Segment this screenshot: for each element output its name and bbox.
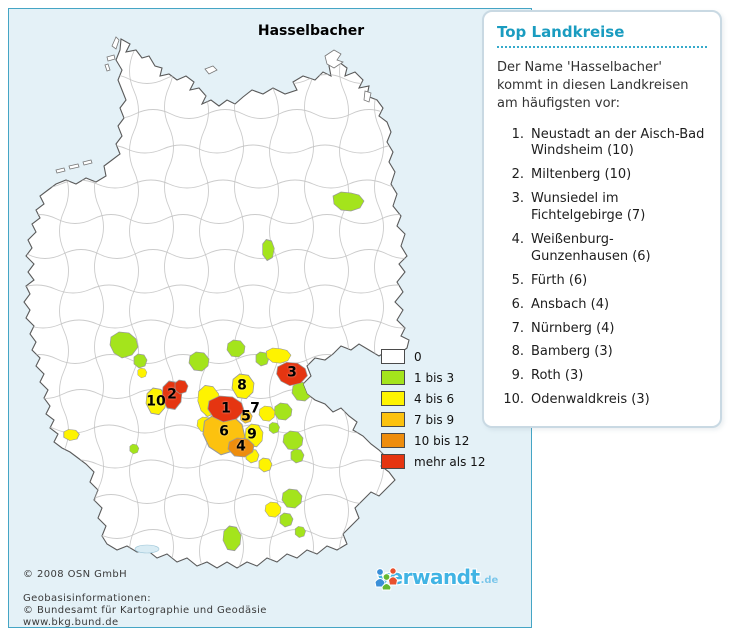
lake-constance xyxy=(134,544,160,554)
map-rank-marker: 10 xyxy=(146,393,166,410)
legend-row: 1 bis 3 xyxy=(381,367,485,388)
legend-label: 1 bis 3 xyxy=(414,370,455,385)
map-rank-marker: 2 xyxy=(167,386,177,403)
top-landkreise-panel: Top Landkreise Der Name 'Hasselbacher' k… xyxy=(482,10,722,429)
top-list-rank: 2. xyxy=(511,167,524,183)
top-list-rank: 6. xyxy=(511,296,524,312)
map-rank-marker: 6 xyxy=(219,423,229,440)
top-list-item: 5. Fürth (6) xyxy=(497,273,707,290)
legend-row: 0 xyxy=(381,346,485,367)
legend-label: 7 bis 9 xyxy=(414,412,455,427)
legend-label: mehr als 12 xyxy=(414,454,486,469)
map-rank-marker: 1 xyxy=(221,400,231,417)
copyright-text: © 2008 OSN GmbH xyxy=(23,569,128,580)
top-list-rank: 4. xyxy=(511,232,524,248)
top-list-text: Weißenburg-Gunzenhausen (6) xyxy=(531,232,651,264)
top-list-rank: 1. xyxy=(511,126,524,142)
map-rank-marker: 5 xyxy=(241,408,251,425)
top-list: 1. Neustadt an der Aisch-Bad Windsheim (1… xyxy=(497,127,707,410)
legend-row: 4 bis 6 xyxy=(381,388,485,409)
legend: 0 1 bis 3 4 bis 6 7 bis 9 10 bis 12 mehr als … xyxy=(381,346,485,472)
top-list-text: Miltenberg (10) xyxy=(531,167,632,183)
top-list-rank: 3. xyxy=(511,191,524,207)
top-list-text: Odenwaldkreis (3) xyxy=(531,392,650,408)
legend-swatch xyxy=(381,433,405,448)
top-list-item: 9. Roth (3) xyxy=(497,368,707,385)
legend-row: 7 bis 9 xyxy=(381,409,485,430)
map-rank-marker: 3 xyxy=(287,364,297,381)
panel-title: Top Landkreise xyxy=(497,23,625,41)
panel-intro: Der Name 'Hasselbacher' kommt in diesen … xyxy=(497,60,689,112)
map-rank-marker: 8 xyxy=(237,377,247,394)
geo-info-line: Geobasisinformationen: xyxy=(23,593,152,604)
top-list-item: 1. Neustadt an der Aisch-Bad Windsheim (1… xyxy=(497,127,707,161)
legend-label: 0 xyxy=(414,349,422,364)
top-list-rank: 8. xyxy=(511,344,524,360)
top-list-item: 7. Nürnberg (4) xyxy=(497,321,707,338)
legend-row: mehr als 12 xyxy=(381,451,485,472)
legend-swatch xyxy=(381,391,405,406)
legend-swatch xyxy=(381,370,405,385)
germany-outline xyxy=(23,38,410,569)
map-rank-marker: 4 xyxy=(236,438,246,455)
geo-info-line: www.bkg.bund.de xyxy=(23,617,119,628)
logo-tld: .de xyxy=(480,575,499,586)
top-list-text: Ansbach (4) xyxy=(531,296,610,312)
top-list-text: Nürnberg (4) xyxy=(531,320,615,336)
top-list-rank: 10. xyxy=(503,392,524,408)
legend-row: 10 bis 12 xyxy=(381,430,485,451)
top-list-item: 4. Weißenburg-Gunzenhausen (6) xyxy=(497,232,707,266)
top-list-item: 2. Miltenberg (10) xyxy=(497,167,707,184)
top-list-item: 10. Odenwaldkreis (3) xyxy=(497,392,707,409)
map-rank-marker: 7 xyxy=(250,400,260,417)
panel-divider xyxy=(497,46,707,48)
verwandt-logo[interactable]: verwandt .de xyxy=(373,565,499,591)
legend-label: 4 bis 6 xyxy=(414,391,455,406)
top-list-rank: 7. xyxy=(511,320,524,336)
geo-info: Geobasisinformationen: © Bundesamt für K… xyxy=(23,593,267,629)
geo-info-line: © Bundesamt für Kartographie und Geodäsi… xyxy=(23,605,267,616)
top-list-item: 6. Ansbach (4) xyxy=(497,297,707,314)
map-rank-marker: 9 xyxy=(247,426,257,443)
top-list-text: Fürth (6) xyxy=(531,272,588,288)
islands xyxy=(55,36,372,174)
germany-map xyxy=(23,36,410,569)
top-list-rank: 5. xyxy=(511,272,524,288)
top-list-text: Roth (3) xyxy=(531,368,584,384)
top-list-item: 3. Wunsiedel im Fichtelgebirge (7) xyxy=(497,191,707,225)
legend-swatch xyxy=(381,412,405,427)
legend-swatch xyxy=(381,349,405,364)
top-list-text: Neustadt an der Aisch-Bad Windsheim (10) xyxy=(531,126,705,159)
map-title: Hasselbacher xyxy=(257,23,365,39)
top-list-rank: 9. xyxy=(511,368,524,384)
legend-label: 10 bis 12 xyxy=(414,433,470,448)
legend-swatch xyxy=(381,454,405,469)
top-list-item: 8. Bamberg (3) xyxy=(497,344,707,361)
top-list-text: Wunsiedel im Fichtelgebirge (7) xyxy=(531,191,646,224)
top-list-text: Bamberg (3) xyxy=(531,344,613,360)
